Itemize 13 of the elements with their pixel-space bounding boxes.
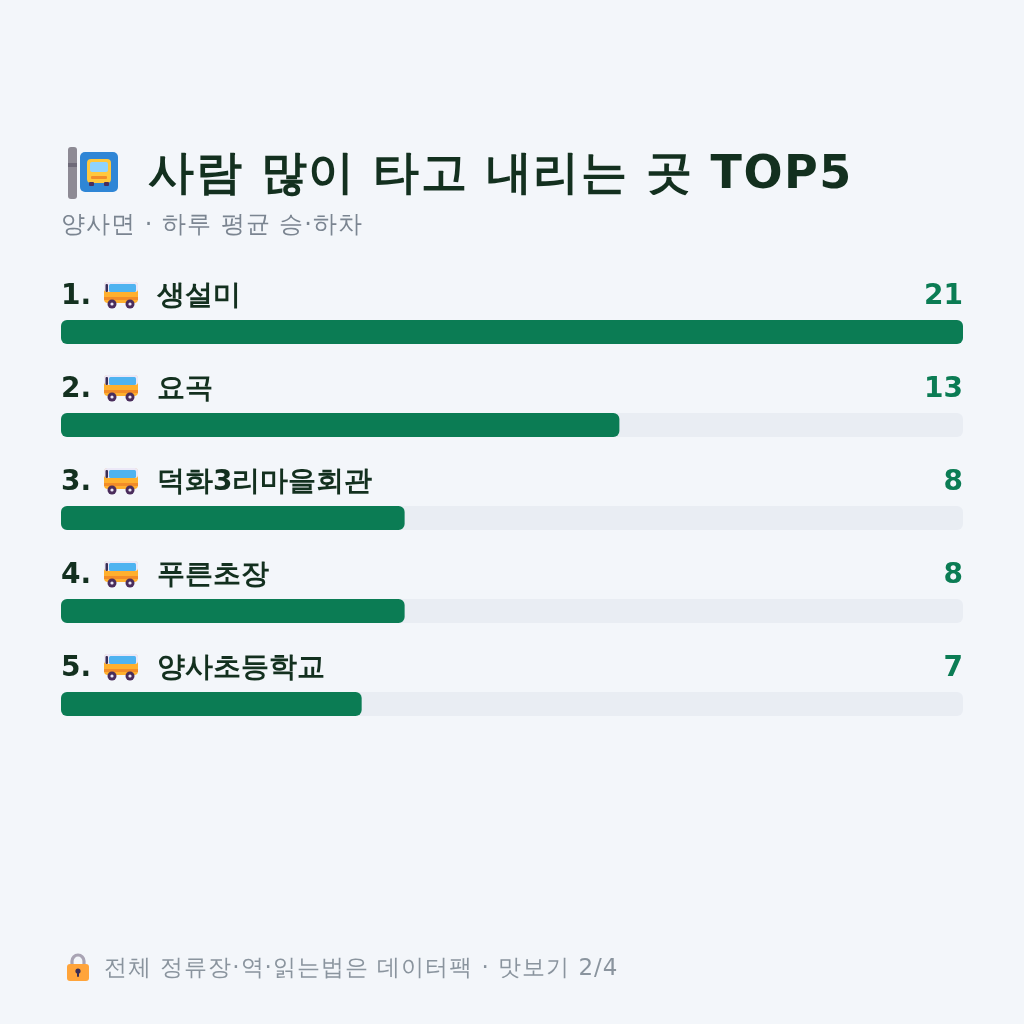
category-label: 2. 요곡 [61, 370, 213, 404]
data-label: 21 [924, 277, 963, 311]
data-label: 13 [924, 370, 963, 404]
category-label: 4. 푸른초장 [61, 556, 269, 590]
category-label: 1. 생설미 [61, 277, 241, 311]
category-label: 5. 양사초등학교 [61, 649, 325, 683]
category-label: 3. 덕화3리마을회관 [61, 463, 373, 497]
chart-title: 사람 많이 타고 내리는 곳 TOP5 [148, 144, 853, 201]
data-label: 7 [943, 649, 963, 683]
data-label: 8 [943, 556, 963, 590]
chart-subtitle: 양사면 · 하루 평균 승·하차 [61, 209, 363, 240]
text: 전체 정류장·역·읽는법은 데이터팩 · 맛보기 2/4 [104, 953, 619, 982]
data-label: 8 [943, 463, 963, 497]
